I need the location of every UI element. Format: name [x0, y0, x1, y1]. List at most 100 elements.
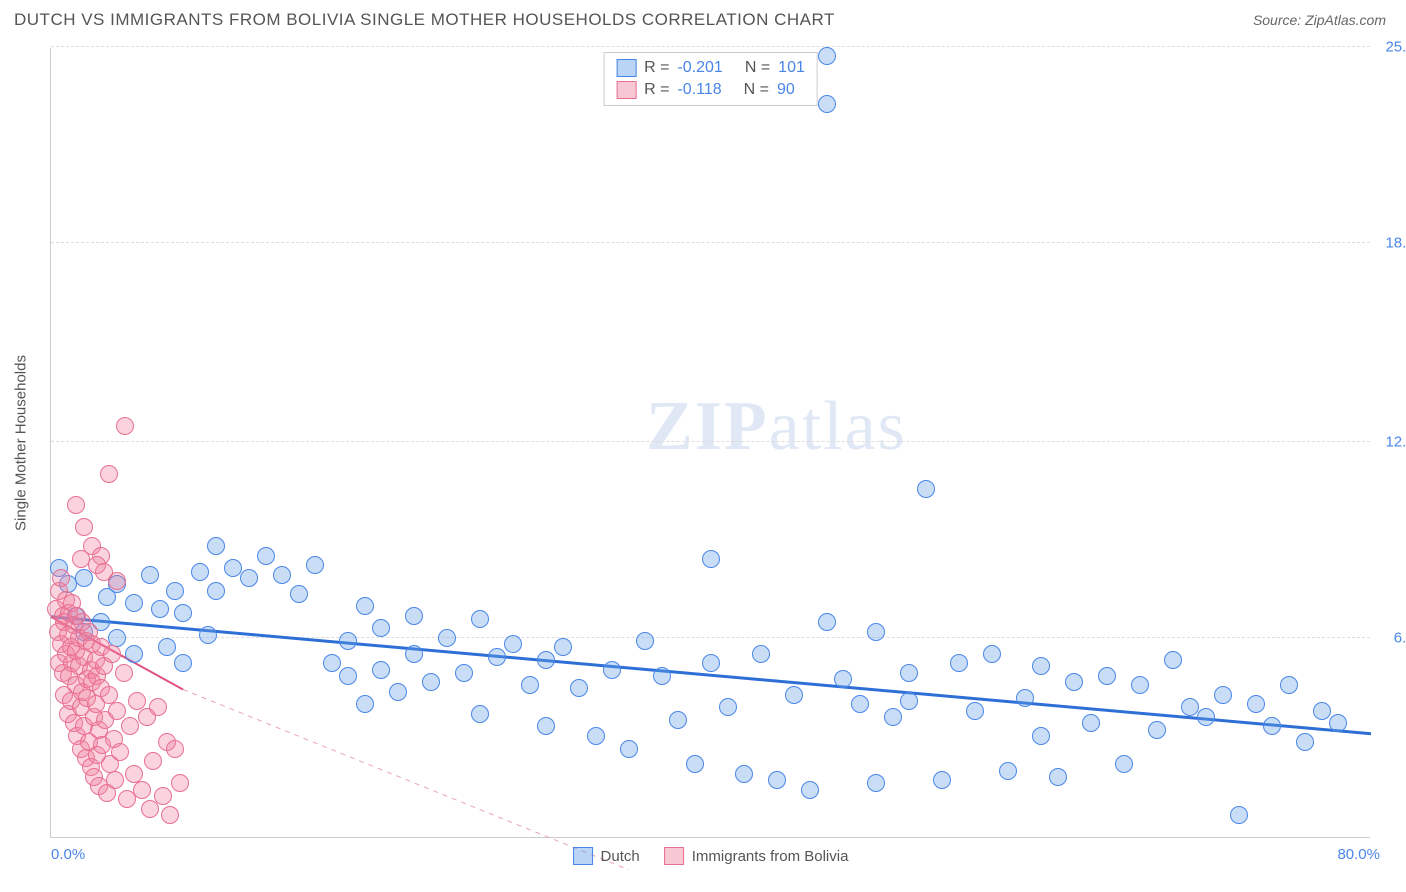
data-point: [1032, 657, 1050, 675]
data-point: [1296, 733, 1314, 751]
data-point: [141, 566, 159, 584]
data-point: [1016, 689, 1034, 707]
data-point: [389, 683, 407, 701]
r-label: R =: [644, 81, 669, 99]
data-point: [103, 645, 121, 663]
data-point: [818, 47, 836, 65]
data-point: [273, 566, 291, 584]
header: DUTCH VS IMMIGRANTS FROM BOLIVIA SINGLE …: [0, 0, 1406, 34]
data-point: [199, 626, 217, 644]
data-point: [372, 661, 390, 679]
data-point: [1197, 708, 1215, 726]
data-point: [1280, 676, 1298, 694]
chart-title: DUTCH VS IMMIGRANTS FROM BOLIVIA SINGLE …: [14, 10, 835, 30]
data-point: [1049, 768, 1067, 786]
data-point: [1181, 698, 1199, 716]
data-point: [405, 645, 423, 663]
data-point: [636, 632, 654, 650]
data-point: [1115, 755, 1133, 773]
y-axis-title: Single Mother Households: [13, 355, 30, 531]
data-point: [1214, 686, 1232, 704]
data-point: [106, 771, 124, 789]
data-point: [1263, 717, 1281, 735]
data-point: [900, 692, 918, 710]
data-point: [818, 613, 836, 631]
y-tick-label: 6.3%: [1394, 629, 1406, 646]
data-point: [405, 607, 423, 625]
data-point: [917, 480, 935, 498]
data-point: [537, 717, 555, 735]
data-point: [983, 645, 1001, 663]
legend-item: Dutch: [573, 847, 640, 865]
legend-label: Dutch: [601, 848, 640, 865]
data-point: [161, 806, 179, 824]
data-point: [900, 664, 918, 682]
data-point: [174, 654, 192, 672]
data-point: [52, 569, 70, 587]
data-point: [240, 569, 258, 587]
data-point: [151, 600, 169, 618]
data-point: [537, 651, 555, 669]
data-point: [166, 740, 184, 758]
data-point: [801, 781, 819, 799]
legend-item: Immigrants from Bolivia: [664, 847, 849, 865]
data-point: [867, 774, 885, 792]
data-point: [620, 740, 638, 758]
data-point: [752, 645, 770, 663]
data-point: [133, 781, 151, 799]
data-point: [154, 787, 172, 805]
legend-swatch: [616, 81, 636, 99]
legend-label: Immigrants from Bolivia: [692, 848, 849, 865]
data-point: [174, 604, 192, 622]
n-value: 101: [778, 59, 805, 77]
data-point: [290, 585, 308, 603]
data-point: [67, 496, 85, 514]
data-point: [785, 686, 803, 704]
data-point: [108, 702, 126, 720]
legend-swatch: [664, 847, 684, 865]
data-point: [966, 702, 984, 720]
data-point: [72, 550, 90, 568]
data-point: [1230, 806, 1248, 824]
data-point: [1164, 651, 1182, 669]
data-point: [116, 417, 134, 435]
data-point: [884, 708, 902, 726]
data-point: [224, 559, 242, 577]
stats-row: R = -0.201N = 101: [616, 57, 805, 79]
data-point: [521, 676, 539, 694]
y-tick-label: 12.5%: [1385, 434, 1406, 451]
x-tick-label: 0.0%: [51, 846, 85, 863]
data-point: [504, 635, 522, 653]
data-point: [115, 664, 133, 682]
stats-box: R = -0.201N = 101R = -0.118N = 90: [603, 52, 818, 106]
n-label: N =: [744, 81, 769, 99]
legend-swatch: [616, 59, 636, 77]
data-point: [999, 762, 1017, 780]
y-tick-label: 25.0%: [1385, 39, 1406, 56]
data-point: [834, 670, 852, 688]
data-point: [471, 610, 489, 628]
r-value: -0.201: [677, 59, 722, 77]
data-point: [422, 673, 440, 691]
data-point: [1329, 714, 1347, 732]
source-name: ZipAtlas.com: [1305, 12, 1386, 28]
data-point: [488, 648, 506, 666]
data-point: [372, 619, 390, 637]
data-point: [207, 537, 225, 555]
r-value: -0.118: [677, 81, 721, 99]
data-point: [306, 556, 324, 574]
data-point: [818, 95, 836, 113]
data-point: [149, 698, 167, 716]
data-point: [125, 645, 143, 663]
source-attribution: Source: ZipAtlas.com: [1253, 12, 1386, 28]
data-point: [587, 727, 605, 745]
data-point: [75, 518, 93, 536]
data-point: [702, 550, 720, 568]
data-point: [1131, 676, 1149, 694]
data-point: [1082, 714, 1100, 732]
data-point: [356, 597, 374, 615]
bottom-legend: Dutch Immigrants from Bolivia: [573, 847, 849, 865]
data-point: [768, 771, 786, 789]
data-point: [356, 695, 374, 713]
data-point: [207, 582, 225, 600]
